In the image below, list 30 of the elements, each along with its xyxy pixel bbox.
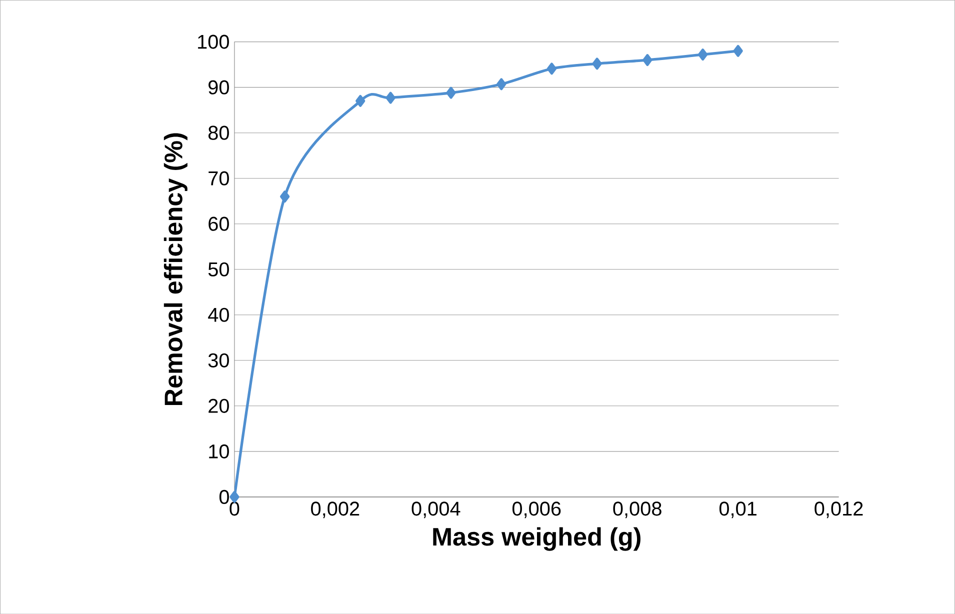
x-tick-label: 0,008	[613, 501, 662, 518]
point	[496, 78, 506, 90]
y-tick-label: 50	[208, 262, 229, 276]
point	[592, 58, 602, 70]
x-tick-label: 0,004	[412, 501, 460, 518]
x-axis-title: Mass weighed (g)	[433, 527, 640, 551]
point	[280, 190, 290, 202]
x-tick-label: 0	[230, 501, 240, 516]
x-tick-label: 0,01	[719, 501, 756, 518]
y-tick-label: 0	[219, 490, 229, 504]
y-tick-label: 80	[208, 126, 229, 140]
y-tick-label: 40	[208, 308, 229, 322]
y-axis-title: Removal efficiency (%)	[164, 133, 188, 405]
point	[446, 86, 456, 99]
point	[356, 94, 366, 107]
point	[698, 48, 708, 60]
y-tick-label: 10	[209, 444, 229, 458]
y-tick-label: 100	[198, 34, 229, 49]
y-tick-label: 70	[208, 171, 229, 186]
point	[546, 62, 557, 74]
y-tick-label: 30	[208, 353, 229, 368]
y-tick-label: 60	[208, 216, 229, 231]
x-tick-label: 0,002	[311, 501, 360, 518]
point	[386, 92, 396, 104]
x-tick-label: 0,012	[814, 501, 863, 518]
point	[733, 44, 743, 57]
point	[642, 54, 652, 66]
y-tick-label: 90	[208, 80, 229, 94]
y-tick-label: 20	[208, 398, 229, 413]
x-tick-label: 0,006	[512, 501, 561, 518]
